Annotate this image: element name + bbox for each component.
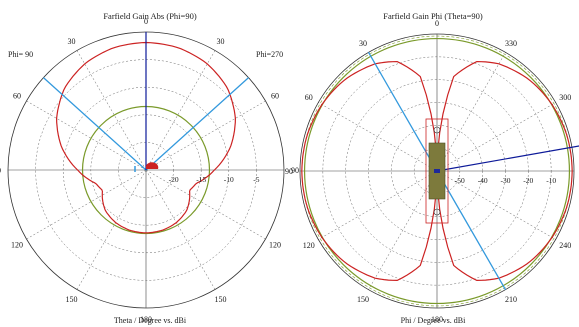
- grid-spoke: [368, 170, 438, 290]
- radial-tick-label: -40: [478, 176, 488, 185]
- angle-label: 210: [505, 295, 517, 304]
- grid-spoke: [76, 50, 147, 171]
- angle-label: 0: [435, 19, 439, 28]
- left-chart-title: Farfield Gain Abs (Phi=90): [103, 11, 196, 21]
- right-data-layer: [301, 35, 579, 307]
- grid-spoke: [436, 102, 556, 172]
- grid-spoke: [26, 100, 147, 171]
- gain-pattern-curve: [55, 41, 237, 234]
- antenna-port-icon: [433, 208, 441, 216]
- angle-label: 120: [269, 241, 281, 250]
- angle-label: 180: [140, 315, 152, 324]
- angle-label: 120: [11, 241, 23, 250]
- antenna-marker-icon: [146, 162, 159, 169]
- angle-label: 330: [505, 39, 517, 48]
- angle-label: 150: [357, 295, 369, 304]
- reference-circle: [303, 37, 571, 305]
- angle-label: 30: [68, 37, 76, 46]
- right-chart-title: Farfield Gain Phi (Theta=90): [383, 11, 483, 21]
- antenna-port-icon: [433, 126, 441, 134]
- left-radial-labels: -20 -15 -10 -5: [169, 175, 260, 184]
- angle-label: 180: [431, 315, 443, 324]
- grid-spoke: [76, 169, 147, 290]
- antenna-outline-icon: [425, 118, 449, 224]
- grid-spoke: [145, 50, 216, 171]
- grid-spoke: [436, 170, 556, 240]
- left-angle-labels: 0 30 60 90 120 150 180 150 120 90 60 30: [0, 17, 299, 324]
- angle-label: 30: [359, 39, 367, 48]
- grid-spoke: [145, 169, 266, 240]
- left-data-layer: [43, 32, 249, 235]
- grid-spoke: [145, 100, 266, 171]
- right-corner-label: Phi=270: [256, 50, 283, 59]
- radial-tick-label: -20: [169, 175, 179, 184]
- angle-label: 120: [303, 241, 315, 250]
- radial-tick-label: -20: [523, 176, 533, 185]
- angle-label: 150: [215, 295, 227, 304]
- right-angle-labels: 0 330 300 270 240 210 180 150 120 90 60 …: [285, 19, 571, 324]
- left-corner-label: Phi= 90: [8, 50, 33, 59]
- beam-direction-line: [436, 170, 507, 290]
- radial-tick-label: -5: [253, 175, 259, 184]
- radial-tick-label: -15: [196, 175, 206, 184]
- radial-tick-label: -10: [546, 176, 556, 185]
- angle-label: 60: [13, 92, 21, 101]
- right-axis-caption: Phi / Degree vs. dBi: [401, 316, 466, 325]
- grid-spoke: [436, 52, 506, 172]
- angle-label: 60: [305, 93, 313, 102]
- angle-label: 90: [0, 166, 1, 175]
- grid-spoke: [318, 170, 438, 240]
- radial-tick-label: -30: [501, 176, 511, 185]
- angle-label: 30: [217, 37, 225, 46]
- angle-label: 300: [559, 93, 571, 102]
- beam-direction-line: [145, 77, 249, 171]
- angle-label: 60: [271, 92, 279, 101]
- left-polar-chart: Farfield Gain Abs (Phi=90) Phi= 90 Phi=2…: [0, 11, 299, 325]
- grid-spoke: [145, 169, 216, 290]
- angle-label: 90: [291, 166, 299, 175]
- angle-label: 150: [66, 295, 78, 304]
- right-polar-chart: Farfield Gain Phi (Theta=90) 0 330 300 2…: [285, 11, 579, 325]
- radial-tick-label: -10: [224, 175, 234, 184]
- angle-label: 90: [285, 167, 293, 176]
- radial-tick-label: -50: [455, 176, 465, 185]
- left-axis-caption: Theta / Degree vs. dBi: [114, 316, 187, 325]
- beam-direction-line: [43, 77, 147, 171]
- beam-direction-line: [367, 52, 438, 172]
- right-radial-labels: -50 -40 -30 -20 -10: [455, 176, 557, 185]
- grid-spoke: [318, 102, 438, 172]
- angle-label: 0: [144, 17, 148, 26]
- grid-spoke: [26, 169, 147, 240]
- main-lobe-line: [436, 145, 579, 172]
- antenna-feed-icon: [434, 169, 440, 173]
- angle-label: 240: [559, 241, 571, 250]
